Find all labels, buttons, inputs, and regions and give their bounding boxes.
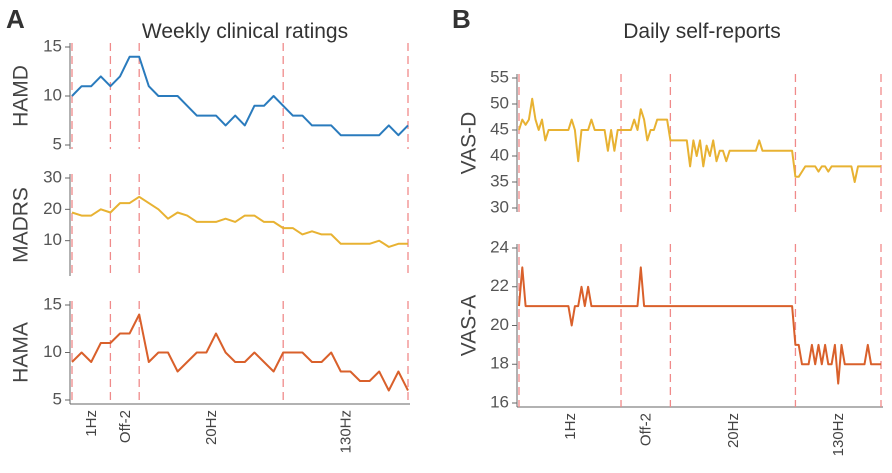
y-tick-label: 40 [490, 145, 509, 164]
y-tick-label: 15 [43, 294, 62, 313]
phase-label: Off-2 [117, 410, 134, 443]
phase-label: 130Hz [830, 413, 847, 456]
y-tick-label: 55 [490, 67, 509, 86]
phase-label: Off-2 [638, 413, 655, 446]
y-tick-label: 5 [53, 134, 62, 153]
panel-label: A [6, 4, 25, 34]
phase-label: 1Hz [562, 413, 579, 440]
phase-label: 20Hz [725, 413, 742, 448]
phase-label: 1Hz [83, 410, 100, 437]
y-tick-label: 18 [490, 354, 509, 373]
panel-title: Weekly clinical ratings [142, 20, 348, 43]
y-axis-label: MADRS [10, 187, 33, 263]
y-axis-label: VAS-A [458, 295, 481, 356]
y-tick-label: 10 [43, 342, 62, 361]
y-tick-label: 15 [43, 36, 62, 55]
y-tick-label: 45 [490, 119, 509, 138]
line-series [518, 97, 881, 183]
y-axis-label: VAS-D [458, 112, 481, 175]
y-tick-label: 20 [43, 199, 62, 218]
line-series [518, 266, 881, 385]
phase-label: 130Hz [338, 410, 355, 453]
y-tick-label: 30 [490, 197, 509, 216]
panel-title: Daily self-reports [623, 20, 781, 43]
phase-label: 20Hz [203, 410, 220, 445]
y-tick-label: 10 [43, 230, 62, 249]
y-tick-label: 30 [43, 167, 62, 186]
y-tick-label: 50 [490, 93, 509, 112]
y-tick-label: 20 [490, 315, 509, 334]
y-tick-label: 22 [490, 276, 509, 295]
y-tick-label: 24 [490, 237, 509, 256]
y-axis-label: HAMD [10, 65, 33, 127]
y-axis-label: HAMA [10, 322, 33, 383]
line-series [71, 55, 409, 137]
panel-label: B [452, 4, 471, 34]
y-tick-label: 10 [43, 85, 62, 104]
y-tick-label: 35 [490, 171, 509, 190]
line-series [71, 195, 408, 248]
y-tick-label: 16 [490, 392, 509, 411]
line-series [71, 313, 409, 392]
y-tick-label: 5 [53, 389, 62, 408]
